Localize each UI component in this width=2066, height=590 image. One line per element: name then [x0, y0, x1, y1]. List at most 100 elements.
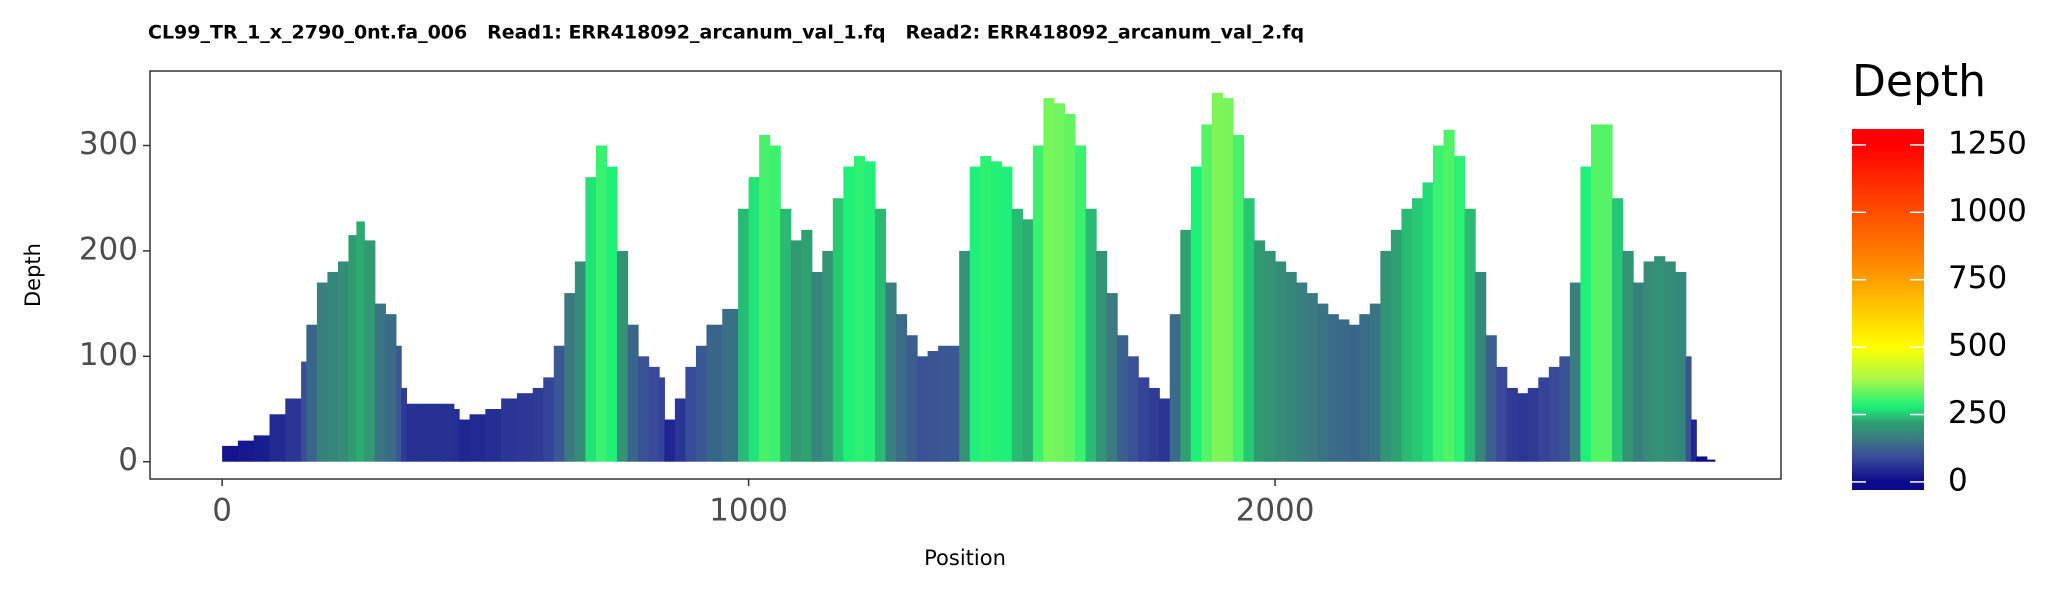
bar: [1580, 166, 1592, 462]
colorbar-tick-label: 1250: [1948, 125, 2027, 161]
bar: [722, 308, 739, 462]
y-tick-label: 100: [79, 337, 138, 373]
x-tick-label: 0: [212, 493, 232, 529]
bar: [1264, 250, 1276, 462]
bar: [453, 409, 460, 462]
bar: [337, 261, 350, 462]
bar: [948, 345, 960, 462]
bar: [1401, 208, 1413, 462]
bar: [1411, 198, 1424, 462]
bar: [1317, 303, 1329, 462]
bar: [927, 351, 939, 462]
bar: [638, 356, 650, 462]
bar: [574, 261, 586, 462]
bar: [1517, 393, 1529, 462]
bar: [1601, 124, 1613, 462]
bar: [1327, 314, 1339, 462]
bar: [906, 335, 918, 462]
bar: [1075, 145, 1087, 462]
bar: [1633, 282, 1645, 462]
bar: [348, 235, 357, 462]
bar: [938, 345, 950, 462]
bar: [1690, 419, 1697, 462]
bar: [1201, 124, 1213, 462]
bar: [1475, 271, 1487, 462]
bar: [1275, 261, 1287, 462]
bar: [1169, 314, 1181, 462]
bar: [285, 398, 302, 462]
bar: [1664, 261, 1676, 462]
bar: [769, 145, 781, 462]
bar: [1685, 356, 1692, 462]
bar: [659, 377, 665, 462]
bar: [1296, 282, 1308, 462]
bar: [1243, 198, 1255, 462]
y-tick-label: 300: [79, 126, 138, 162]
bar: [1433, 145, 1445, 462]
bar: [1096, 250, 1108, 462]
bar: [1254, 240, 1266, 462]
bar: [1422, 182, 1434, 462]
bar: [459, 419, 471, 462]
bar: [1232, 134, 1245, 462]
bar: [1622, 250, 1634, 462]
bar: [790, 240, 802, 462]
bar: [564, 293, 576, 462]
bar: [222, 445, 239, 462]
bar: [1485, 335, 1497, 462]
bar: [980, 156, 992, 462]
bar: [1180, 229, 1192, 462]
bar: [1138, 377, 1150, 462]
bar: [1506, 387, 1518, 462]
chart-title: CL99_TR_1_x_2790_0nt.fa_006 Read1: ERR41…: [148, 22, 1304, 44]
bar: [759, 134, 771, 462]
colorbar-tick-label: 500: [1948, 328, 2007, 364]
colorbar-tick-label: 0: [1948, 462, 1968, 498]
bar: [832, 198, 844, 462]
bar: [1590, 124, 1603, 462]
bar: [1043, 98, 1055, 462]
bar: [595, 145, 608, 462]
bar: [501, 398, 518, 462]
bar: [364, 240, 376, 462]
bar: [1464, 208, 1476, 462]
bar: [1559, 356, 1571, 462]
bar: [1106, 293, 1118, 462]
bar: [327, 271, 339, 462]
bar: [1085, 208, 1097, 462]
colorbar-tick-label: 250: [1948, 395, 2007, 431]
bar: [885, 282, 897, 462]
bar: [1190, 166, 1202, 462]
bar: [469, 414, 486, 462]
bar: [706, 324, 723, 462]
colorbar: [1852, 129, 1924, 490]
colorbar-tick-label: 750: [1948, 260, 2007, 296]
bar: [316, 282, 329, 462]
bar: [1011, 208, 1023, 462]
bar: [1675, 271, 1687, 462]
bar: [1285, 271, 1297, 462]
bar: [1211, 92, 1224, 462]
bar: [874, 208, 887, 462]
bar: [1022, 219, 1034, 462]
bar: [1443, 129, 1455, 462]
bar: [1001, 166, 1013, 462]
bar: [1127, 356, 1139, 462]
bar: [406, 403, 423, 462]
bar: [1654, 256, 1666, 462]
bar: [959, 250, 971, 462]
bar: [917, 356, 929, 462]
y-axis-title: Depth: [21, 243, 45, 307]
bar: [1159, 398, 1171, 462]
bar: [1053, 103, 1066, 462]
bar: [1496, 366, 1508, 462]
x-tick-label: 1000: [709, 493, 788, 529]
y-tick-label: 200: [79, 231, 138, 267]
bar: [516, 393, 534, 462]
x-tick-label: 2000: [1236, 493, 1315, 529]
bar: [1032, 145, 1045, 462]
bar: [1064, 113, 1076, 462]
bar: [1527, 387, 1539, 462]
colorbar-tick-label: 1000: [1948, 193, 2027, 229]
